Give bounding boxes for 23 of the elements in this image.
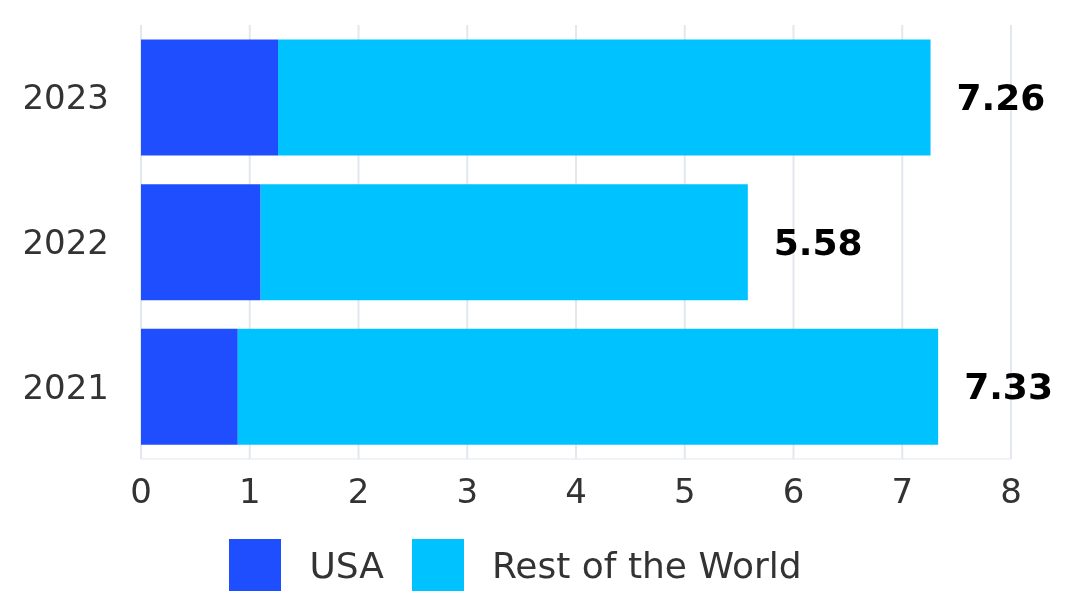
total-label: 7.33	[964, 366, 1053, 408]
x-tick-label: 6	[782, 471, 805, 512]
x-tick-label: 1	[238, 471, 261, 512]
bar	[260, 184, 748, 301]
x-tick-label: 2	[347, 471, 370, 512]
y-tick-label: 2022	[22, 222, 109, 263]
x-tick-label: 4	[565, 471, 587, 512]
bar	[237, 328, 939, 445]
bar	[141, 328, 238, 445]
x-tick-label: 8	[1000, 471, 1022, 512]
total-label: 5.58	[773, 221, 863, 263]
legend-label: Rest of the World	[491, 544, 802, 586]
bar	[141, 39, 279, 156]
total-label: 7.26	[956, 76, 1046, 118]
y-tick-label: 2023	[22, 77, 109, 118]
y-tick-label: 2021	[22, 366, 109, 407]
x-tick-label: 3	[456, 471, 479, 512]
x-tick-label: 7	[891, 471, 914, 512]
bar	[141, 184, 261, 301]
legend-label: USA	[309, 544, 384, 586]
bar	[278, 39, 931, 156]
x-tick-label: 0	[130, 471, 152, 512]
x-tick-label: 5	[673, 471, 696, 512]
